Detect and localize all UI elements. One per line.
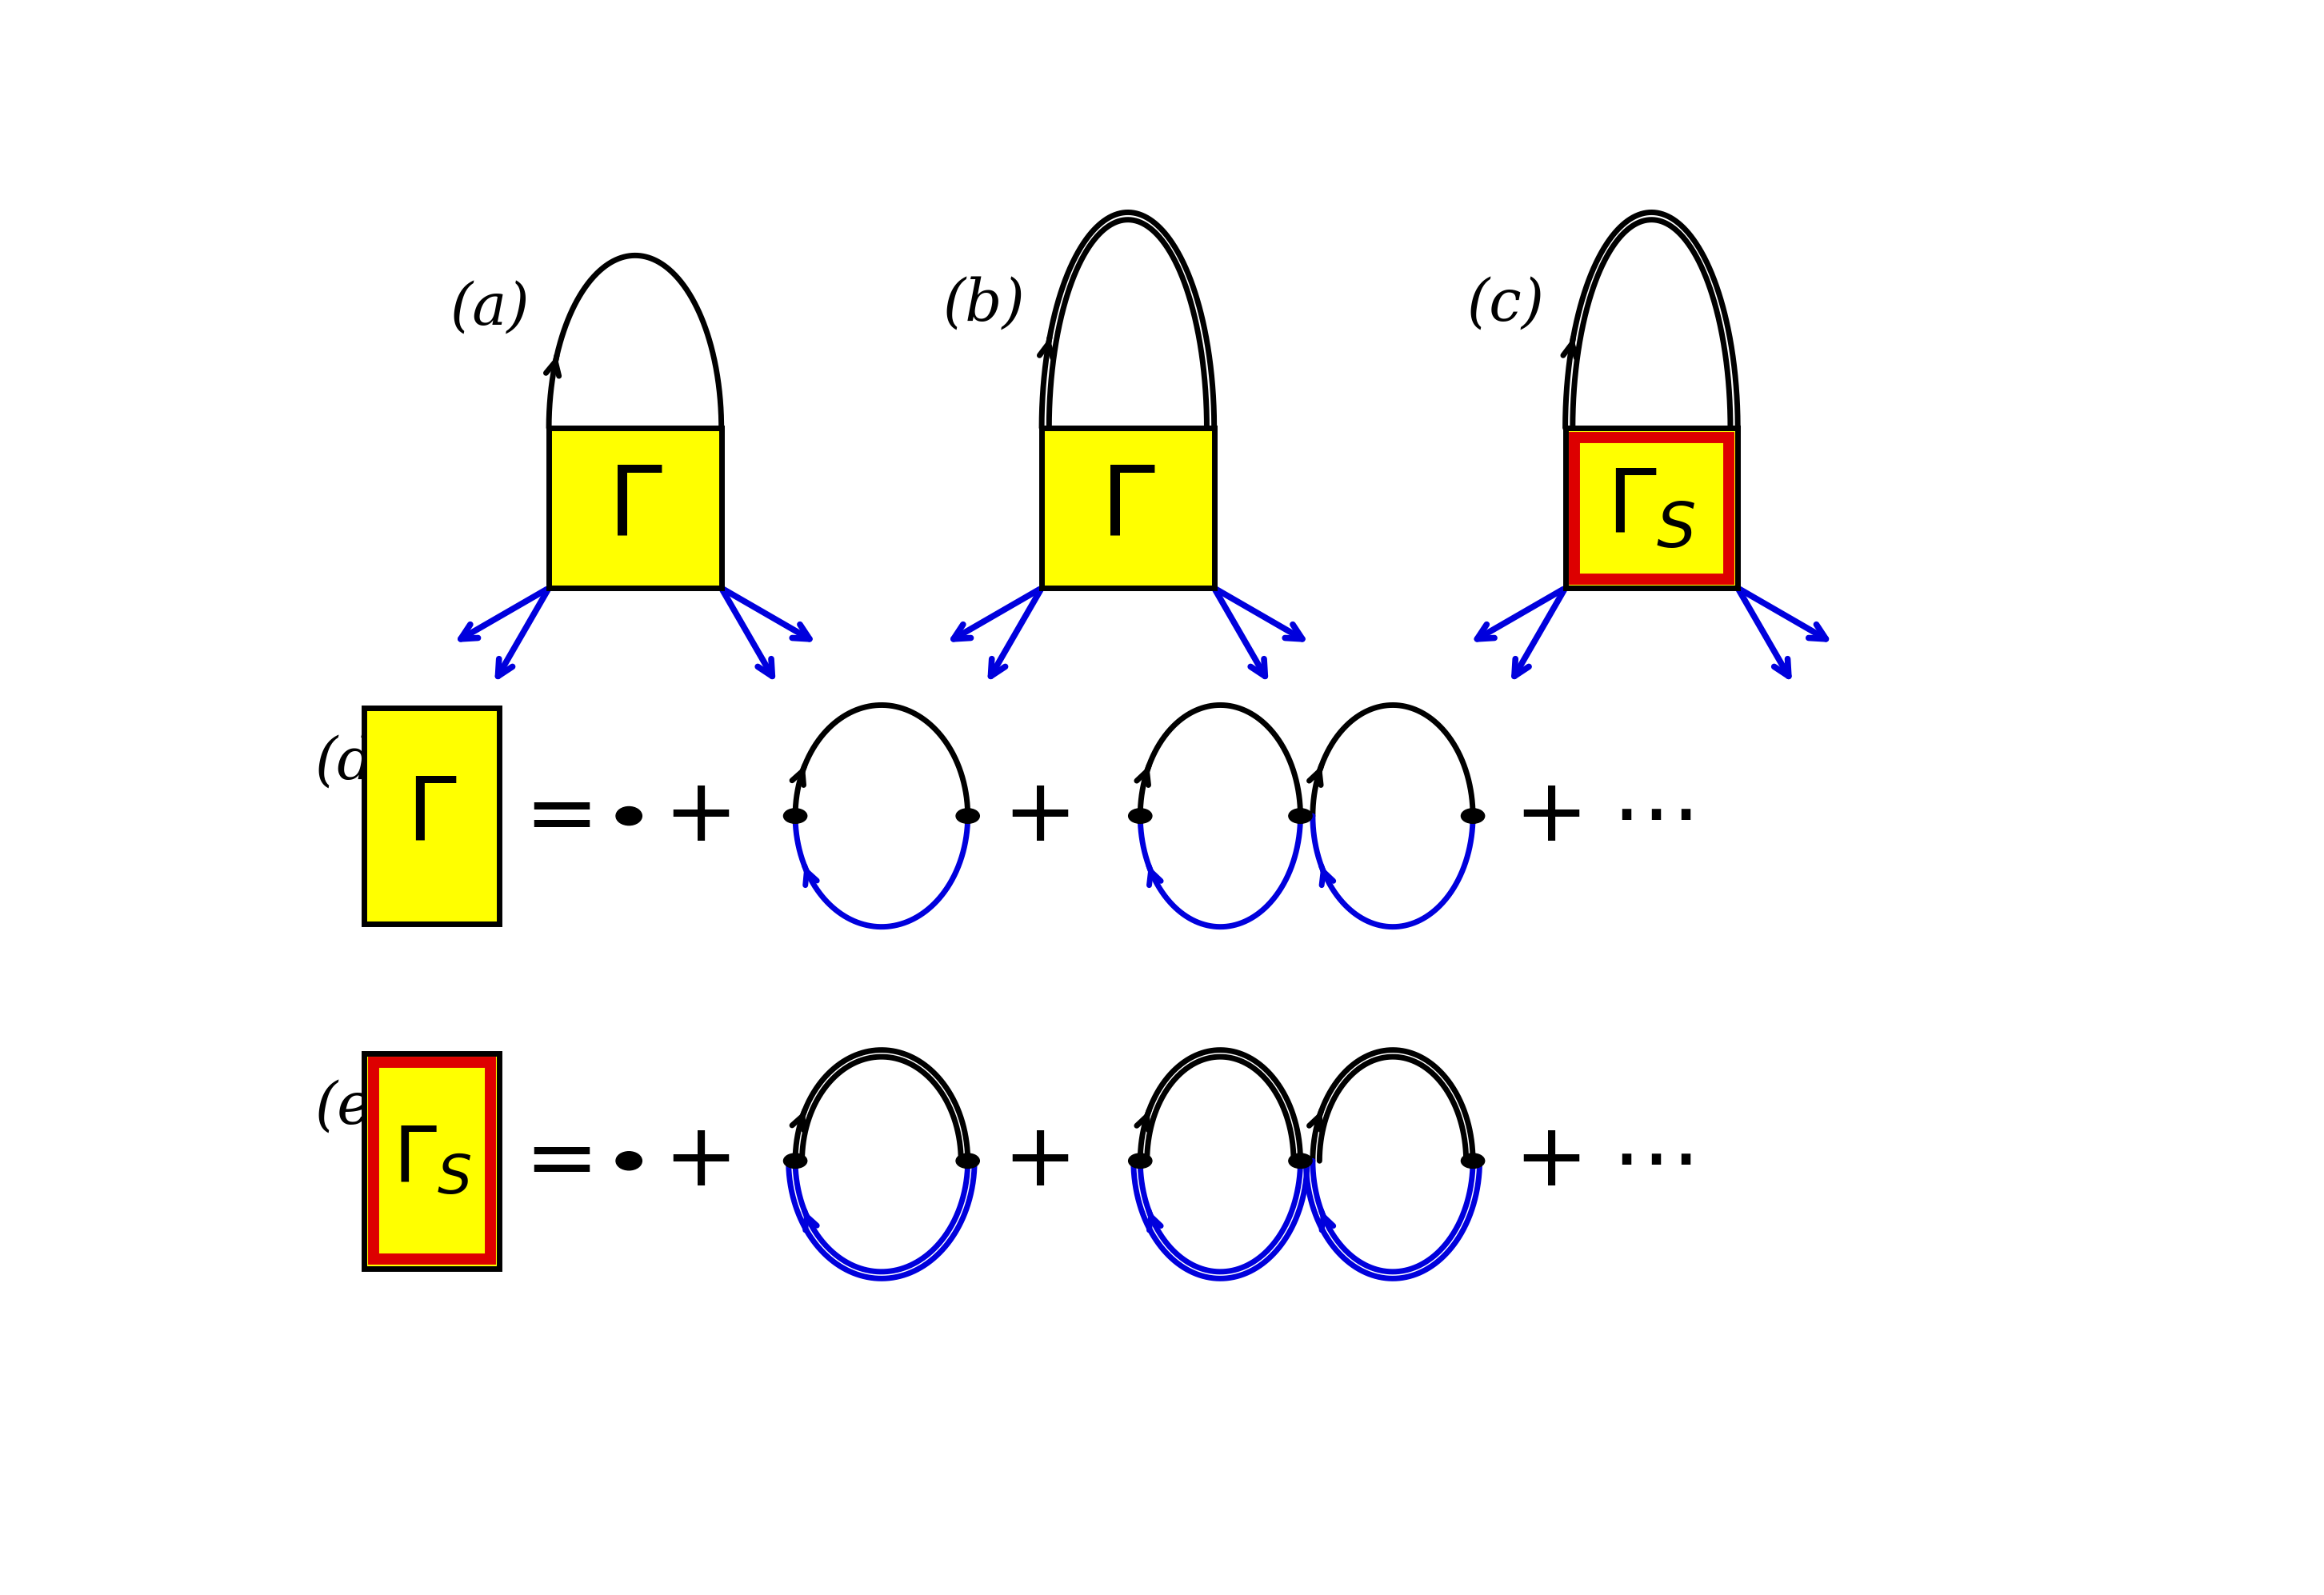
FancyBboxPatch shape — [1566, 427, 1738, 589]
Ellipse shape — [1290, 1153, 1313, 1168]
Text: $\Gamma$: $\Gamma$ — [607, 461, 662, 555]
Text: (c): (c) — [1466, 276, 1545, 332]
Text: (a): (a) — [451, 281, 530, 337]
FancyBboxPatch shape — [1041, 427, 1213, 589]
Ellipse shape — [1290, 809, 1313, 823]
Ellipse shape — [616, 807, 641, 825]
Ellipse shape — [955, 1153, 978, 1168]
Text: $+$: $+$ — [662, 774, 730, 858]
Ellipse shape — [616, 1152, 641, 1171]
Text: $\Gamma_S$: $\Gamma_S$ — [1606, 466, 1697, 550]
Text: $\Gamma$: $\Gamma$ — [1099, 461, 1155, 555]
Text: $\Gamma_S$: $\Gamma_S$ — [393, 1123, 472, 1198]
Text: $+$: $+$ — [1002, 1118, 1069, 1204]
Text: $+$: $+$ — [1513, 1118, 1580, 1204]
Text: $+$: $+$ — [1002, 774, 1069, 858]
FancyBboxPatch shape — [365, 1053, 500, 1268]
Text: $\Gamma$: $\Gamma$ — [407, 774, 458, 860]
Ellipse shape — [1129, 1153, 1153, 1168]
Text: $+$: $+$ — [662, 1118, 730, 1204]
Ellipse shape — [955, 809, 978, 823]
Text: (b): (b) — [944, 276, 1025, 332]
FancyBboxPatch shape — [548, 427, 720, 589]
Ellipse shape — [783, 1153, 806, 1168]
Text: (e): (e) — [314, 1080, 395, 1136]
Ellipse shape — [1462, 1153, 1485, 1168]
Text: $\cdots$: $\cdots$ — [1611, 1118, 1692, 1204]
Text: (d): (d) — [314, 735, 397, 791]
Text: $\cdots$: $\cdots$ — [1611, 774, 1692, 858]
Ellipse shape — [783, 809, 806, 823]
FancyBboxPatch shape — [365, 708, 500, 924]
Ellipse shape — [1129, 809, 1153, 823]
Text: $=$: $=$ — [507, 774, 590, 858]
Text: $=$: $=$ — [507, 1118, 590, 1204]
Text: $+$: $+$ — [1513, 774, 1580, 858]
Ellipse shape — [1462, 809, 1485, 823]
